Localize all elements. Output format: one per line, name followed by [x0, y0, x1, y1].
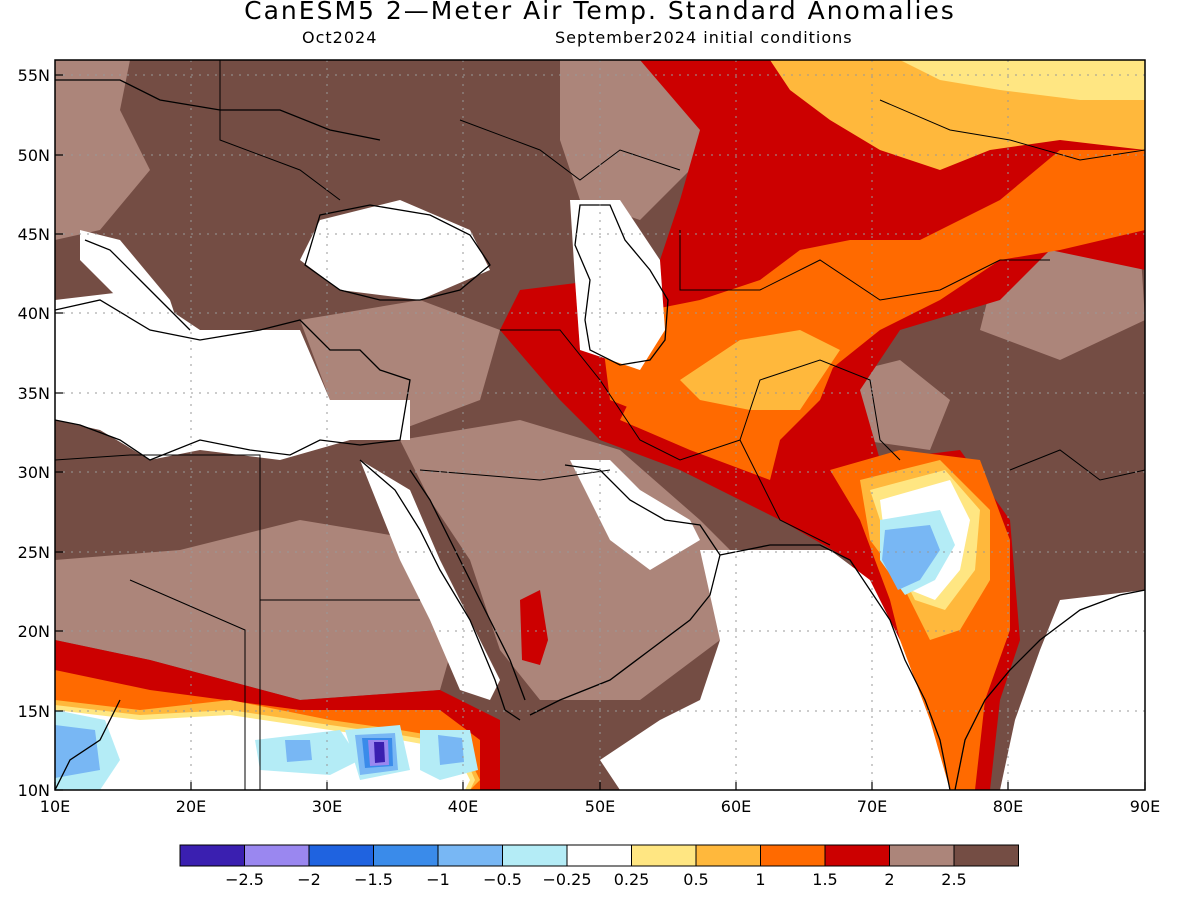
legend-label: −1.5 [354, 870, 393, 889]
blue-india [882, 525, 940, 590]
y-label: 50N [18, 146, 50, 165]
lightbrown-arabia [400, 420, 740, 700]
y-label: 20N [18, 622, 50, 641]
y-label: 25N [18, 543, 50, 562]
legend-swatch [695, 844, 761, 867]
tick-marks [54, 74, 1146, 791]
legend-label: −2.5 [225, 870, 264, 889]
masked-adriatic [80, 230, 180, 330]
legend-label: 0.5 [683, 870, 708, 889]
legend-swatch [953, 844, 1019, 867]
darkpurple-sahel [374, 742, 385, 763]
lightbrown-caspian [560, 60, 700, 220]
anomaly-field [55, 60, 1145, 790]
legend-label: −0.5 [483, 870, 522, 889]
masked-mediterranean [55, 290, 410, 460]
y-label: 10N [18, 781, 50, 800]
map-title: CanESM5 2—Meter Air Temp. Standard Anoma… [244, 0, 956, 25]
x-label: 10E [40, 797, 70, 816]
legend-swatch [373, 844, 439, 867]
y-label: 55N [18, 66, 50, 85]
lightbrown-africa [55, 520, 460, 700]
legend-label: −1 [426, 870, 450, 889]
gold-iran [680, 330, 840, 410]
x-axis-labels: 10E 20E 30E 40E 50E 60E 70E 80E 90E [40, 797, 1160, 816]
blue-sahel-4 [438, 735, 464, 765]
masked-caspian [570, 200, 665, 370]
borders [55, 60, 1145, 790]
y-label: 15N [18, 702, 50, 721]
legend-swatch [179, 844, 245, 867]
masked-arabiansea [600, 550, 950, 790]
legend-label: −0.25 [542, 870, 591, 889]
masked-blacksea [300, 200, 490, 300]
red-arabia-spot [520, 590, 548, 665]
legend-swatch [437, 844, 503, 867]
legend-label: 2 [884, 870, 894, 889]
lightbrown-west [55, 60, 150, 240]
blue-sahel-2 [285, 740, 312, 762]
lightbrown-turkey [300, 300, 500, 430]
initial-conditions: September2024 initial conditions [555, 28, 853, 47]
masked-gulf [570, 460, 700, 570]
legend-swatch [502, 844, 568, 867]
legend-label: 2.5 [941, 870, 966, 889]
legend-swatch [566, 844, 632, 867]
legend-label: 0.25 [614, 870, 650, 889]
masked-redsea [360, 460, 500, 700]
legend-label: 1.5 [812, 870, 837, 889]
legend-swatch [244, 844, 310, 867]
yellow-north [900, 60, 1145, 100]
x-label: 90E [1130, 797, 1160, 816]
y-label: 35N [18, 384, 50, 403]
x-label: 30E [312, 797, 342, 816]
x-label: 20E [176, 797, 206, 816]
blue-sahel-1 [55, 725, 100, 778]
legend-swatch [631, 844, 697, 867]
y-label: 30N [18, 463, 50, 482]
y-axis-labels: 55N 50N 45N 40N 35N 30N 25N 20N 15N 10N [18, 66, 50, 800]
gridlines [55, 60, 1145, 790]
x-label: 70E [857, 797, 887, 816]
legend-swatch [760, 844, 826, 867]
y-label: 45N [18, 225, 50, 244]
y-label: 40N [18, 304, 50, 323]
x-label: 60E [721, 797, 751, 816]
x-label: 40E [448, 797, 478, 816]
x-label: 80E [993, 797, 1023, 816]
legend-label: −2 [297, 870, 321, 889]
legend-swatch [889, 844, 955, 867]
legend-swatch [824, 844, 890, 867]
masked-bay [1000, 590, 1145, 790]
colorbar-legend: −2.5 −2 −1.5 −1 −0.5 −0.25 0.25 0.5 1 1.5 2 2.5 [179, 844, 1019, 889]
legend-label: 1 [755, 870, 765, 889]
x-label: 50E [585, 797, 615, 816]
forecast-month: Oct2024 [302, 28, 378, 47]
legend-swatch [308, 844, 374, 867]
